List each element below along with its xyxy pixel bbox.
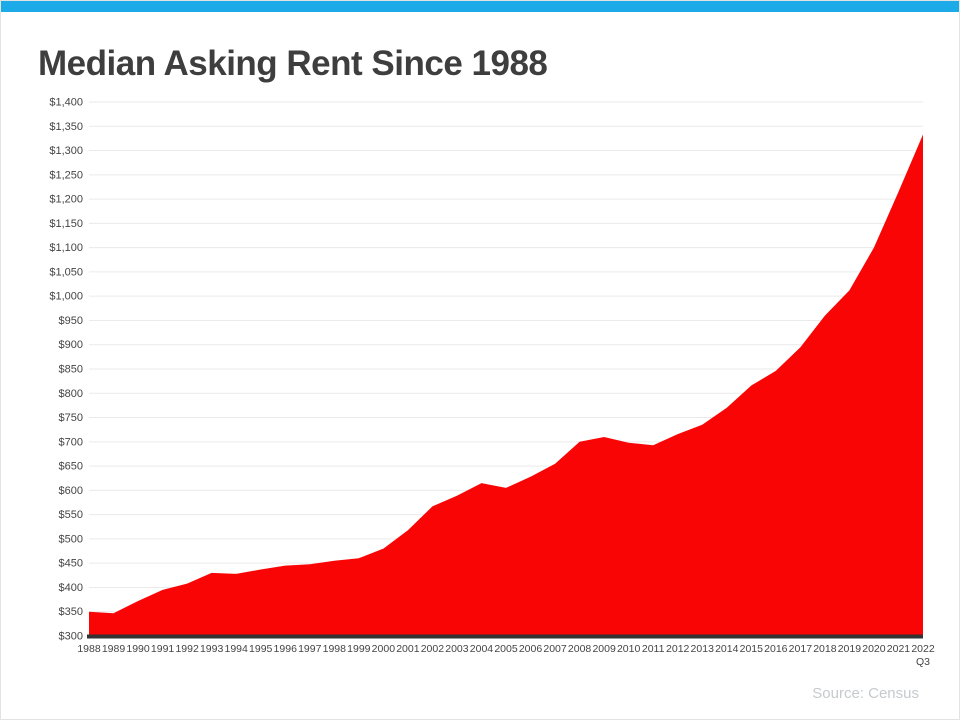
y-tick-label: $1,250 xyxy=(49,169,83,181)
y-tick-label: $400 xyxy=(59,582,83,594)
x-tick-label: 1988 xyxy=(77,643,101,655)
y-tick-label: $300 xyxy=(59,631,83,643)
x-tick-label: 2022 xyxy=(911,643,935,655)
x-tick-label: 1991 xyxy=(151,643,175,655)
x-tick-label: 2009 xyxy=(592,643,616,655)
y-tick-label: $350 xyxy=(59,606,83,618)
x-tick-label: 2012 xyxy=(666,643,690,655)
x-tick-label: 1998 xyxy=(323,643,347,655)
x-tick-label: 1989 xyxy=(102,643,126,655)
y-tick-label: $1,100 xyxy=(49,242,83,254)
x-tick-label: 2007 xyxy=(543,643,567,655)
x-tick-label: 2001 xyxy=(396,643,420,655)
source-credit: Source: Census xyxy=(812,685,919,702)
y-tick-label: $1,400 xyxy=(49,97,83,109)
y-tick-label: $700 xyxy=(59,436,83,448)
y-tick-label: $450 xyxy=(59,558,83,570)
x-tick-label: 1992 xyxy=(175,643,199,655)
y-tick-label: $600 xyxy=(59,485,83,497)
y-tick-label: $550 xyxy=(59,509,83,521)
x-tick-label: 2011 xyxy=(642,643,665,655)
y-tick-label: $500 xyxy=(59,533,83,545)
y-tick-label: $1,150 xyxy=(49,218,83,230)
x-tick-label: 2000 xyxy=(372,643,396,655)
y-tick-label: $750 xyxy=(59,412,83,424)
x-tick-label: 1993 xyxy=(200,643,224,655)
x-tick-label: 1996 xyxy=(274,643,298,655)
x-tick-label: 2010 xyxy=(617,643,641,655)
y-tick-label: $1,350 xyxy=(49,121,83,133)
x-tick-label: 2004 xyxy=(470,643,494,655)
x-tick-label: 1990 xyxy=(126,643,150,655)
x-tick-label: 1995 xyxy=(249,643,273,655)
x-tick-label: 2015 xyxy=(740,643,764,655)
x-tick-label: 1997 xyxy=(298,643,322,655)
x-tick-label: 1999 xyxy=(347,643,371,655)
top-accent-bar xyxy=(1,1,959,12)
x-tick-label: 2016 xyxy=(764,643,788,655)
y-tick-label: $850 xyxy=(59,364,83,376)
x-tick-label: 1994 xyxy=(224,643,248,655)
x-tick-label: 2019 xyxy=(838,643,862,655)
y-tick-label: $950 xyxy=(59,315,83,327)
x-tick-label: 2021 xyxy=(887,643,911,655)
y-tick-label: $1,300 xyxy=(49,145,83,157)
y-tick-label: $1,200 xyxy=(49,194,83,206)
x-tick-label: 2003 xyxy=(445,643,469,655)
x-tick-label: 2017 xyxy=(789,643,813,655)
area-series xyxy=(89,134,923,636)
x-tick-label: 2020 xyxy=(862,643,886,655)
x-tick-label: 2006 xyxy=(519,643,543,655)
x-tick-label: 2008 xyxy=(568,643,592,655)
x-tick-label: 2005 xyxy=(494,643,518,655)
x-tick-label: 2014 xyxy=(715,643,739,655)
y-tick-label: $1,050 xyxy=(49,266,83,278)
y-tick-label: $650 xyxy=(59,461,83,473)
page-title: Median Asking Rent Since 1988 xyxy=(38,44,548,83)
y-tick-label: $800 xyxy=(59,388,83,400)
x-tick-label: 2013 xyxy=(691,643,715,655)
y-tick-label: $900 xyxy=(59,339,83,351)
x-tick-sub-label: Q3 xyxy=(916,656,930,668)
x-tick-label: 2018 xyxy=(813,643,837,655)
y-tick-label: $1,000 xyxy=(49,291,83,303)
x-tick-label: 2002 xyxy=(421,643,445,655)
